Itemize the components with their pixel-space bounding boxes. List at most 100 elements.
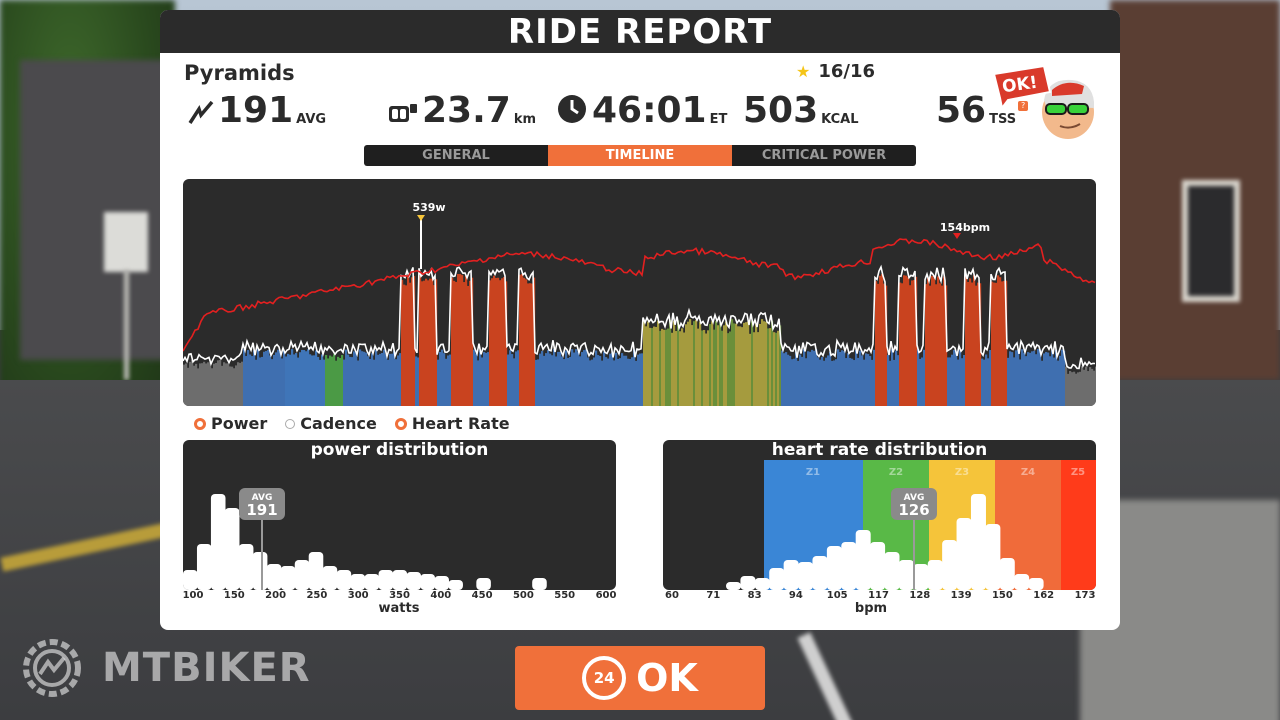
legend-power-toggle[interactable] xyxy=(194,417,206,430)
power-bar xyxy=(1043,353,1046,406)
power-bar xyxy=(307,349,310,406)
odometer-icon xyxy=(389,104,417,122)
power-bar xyxy=(775,332,778,406)
power-bar xyxy=(633,349,636,406)
power-bar xyxy=(595,350,598,406)
power-bar xyxy=(901,283,904,406)
power-bar xyxy=(193,365,196,406)
power-avg-label: AVG xyxy=(252,493,273,503)
power-bar xyxy=(347,354,350,406)
power-bar xyxy=(411,277,414,406)
power-bar xyxy=(471,277,474,406)
power-bar xyxy=(937,276,940,406)
power-bar xyxy=(879,275,882,406)
power-bar xyxy=(693,321,696,406)
histogram-bar xyxy=(238,544,254,590)
power-bar xyxy=(911,280,914,406)
power-bar xyxy=(767,328,770,406)
tab-general[interactable]: GENERAL xyxy=(364,145,548,166)
power-bar xyxy=(795,351,798,406)
power-bar xyxy=(709,324,712,406)
power-bar xyxy=(375,350,378,406)
histogram-bar xyxy=(970,494,986,590)
power-bar xyxy=(505,281,508,406)
histogram-bar xyxy=(183,570,198,590)
power-bar xyxy=(873,349,876,406)
power-bar xyxy=(311,355,314,406)
power-bar xyxy=(1007,357,1010,406)
power-bar xyxy=(725,321,728,406)
power-bar xyxy=(747,321,750,406)
legend-power[interactable]: Power xyxy=(194,414,267,433)
power-bar xyxy=(941,285,944,406)
tab-critical-power[interactable]: CRITICAL POWER xyxy=(732,145,916,166)
power-bar xyxy=(1085,366,1088,406)
legend-heart-rate[interactable]: Heart Rate xyxy=(394,414,510,433)
legend-cadence-toggle[interactable] xyxy=(285,418,296,429)
power-bar xyxy=(807,351,810,406)
power-bar xyxy=(321,354,324,406)
power-bar xyxy=(217,360,220,406)
power-bar xyxy=(583,350,586,406)
power-bar xyxy=(345,349,348,406)
power-bar xyxy=(607,358,610,406)
energy-value: 503 xyxy=(743,90,819,131)
power-bar xyxy=(581,352,584,406)
legend-cadence[interactable]: Cadence xyxy=(285,414,377,433)
power-bar xyxy=(569,356,572,406)
power-bar xyxy=(467,285,470,406)
axis-tick: 450 xyxy=(471,590,493,601)
avatar-icon: OK! xyxy=(992,64,1094,139)
power-bar xyxy=(275,352,278,406)
legend-hr-toggle[interactable] xyxy=(394,417,407,430)
power-bar xyxy=(1083,369,1086,406)
ok-button[interactable]: 24 OK xyxy=(515,646,765,710)
power-bar xyxy=(801,356,804,406)
power-bar xyxy=(1031,351,1034,406)
power-bar xyxy=(483,351,486,406)
power-bar xyxy=(621,353,624,406)
power-bar xyxy=(509,350,512,406)
power-bar xyxy=(669,319,672,406)
histogram-bar xyxy=(420,574,436,590)
power-bar xyxy=(227,363,230,406)
stat-distance: 23.7 km xyxy=(388,93,536,129)
power-bar xyxy=(989,350,992,406)
tss-help-icon[interactable]: ? xyxy=(1018,101,1029,111)
power-bar xyxy=(761,319,764,406)
power-bar xyxy=(843,351,846,406)
power-bar xyxy=(419,275,422,406)
power-bar xyxy=(1095,366,1096,406)
power-bar xyxy=(889,360,892,406)
power-bar xyxy=(219,359,222,406)
power-bar xyxy=(281,358,284,406)
power-bar xyxy=(727,333,730,406)
power-bar xyxy=(609,353,612,406)
power-bar xyxy=(983,359,986,406)
watermark-text: MTBIKER xyxy=(102,645,311,691)
clock-icon xyxy=(558,95,586,123)
power-bar xyxy=(865,353,868,406)
power-bar xyxy=(1013,357,1016,406)
power-bar xyxy=(539,353,542,406)
power-bar xyxy=(537,359,540,406)
power-bar xyxy=(207,362,210,406)
peak-power-label: 539w xyxy=(412,201,445,214)
power-bar xyxy=(513,358,516,406)
timeline-chart[interactable]: 539w 154bpm xyxy=(183,179,1096,406)
power-bar xyxy=(479,350,482,406)
power-bar xyxy=(617,358,620,406)
power-bar xyxy=(755,324,758,406)
tab-timeline[interactable]: TIMELINE xyxy=(548,145,732,166)
histogram-bar xyxy=(1014,574,1030,590)
zone-z1-label: Z1 xyxy=(806,467,820,478)
power-bar xyxy=(625,355,628,406)
power-bar xyxy=(799,354,802,406)
power-bar xyxy=(823,360,826,406)
report-tabs: GENERAL TIMELINE CRITICAL POWER xyxy=(364,145,916,166)
power-bar xyxy=(573,352,576,406)
power-bar xyxy=(249,354,252,406)
stat-energy: 503 KCAL xyxy=(743,93,859,129)
power-bar xyxy=(839,351,842,406)
power-bar xyxy=(711,321,714,406)
